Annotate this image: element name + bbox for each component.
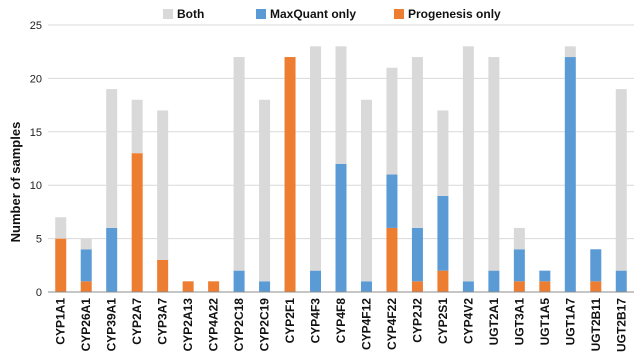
x-tick-label: UGT2B17	[614, 298, 628, 352]
x-tick-label: CYP4F12	[359, 298, 373, 350]
x-tick-label: UGT1A7	[563, 298, 577, 346]
bar-segment	[411, 227, 423, 282]
bar-segment	[411, 57, 423, 228]
bar-segment	[462, 46, 474, 282]
x-tick-label: CYP4F3	[309, 298, 323, 344]
x-tick-label: CYP26A1	[79, 298, 93, 352]
legend-swatch	[394, 9, 404, 19]
bar-segment	[182, 281, 194, 292]
bar-segment	[437, 270, 449, 292]
bar-segment	[488, 57, 500, 271]
bar-segment	[208, 281, 220, 292]
bar-segment	[539, 281, 551, 292]
bar-segment	[259, 99, 271, 282]
bar-segment	[488, 270, 500, 292]
bar-segment	[360, 281, 372, 292]
bar-segment	[80, 249, 92, 282]
bar-segment	[590, 281, 602, 292]
x-tick-label: UGT2B11	[589, 298, 603, 352]
x-tick-label: CYP3A7	[156, 298, 170, 345]
bar-segment	[157, 259, 169, 292]
y-axis-title: Number of samples	[8, 122, 23, 243]
bar-segment	[335, 163, 347, 292]
x-tick-label: CYP39A1	[105, 298, 119, 352]
x-tick-label: CYP4A22	[207, 298, 221, 352]
x-tick-label: CYP2S1	[436, 298, 450, 344]
bar-segment	[106, 89, 118, 228]
y-tick-label: 10	[30, 180, 42, 192]
y-tick-label: 15	[30, 127, 42, 139]
x-tick-label: CYP1A1	[54, 298, 68, 345]
x-tick-label: CYP2A13	[181, 298, 195, 352]
bar-segment	[259, 281, 271, 292]
legend-swatch	[163, 9, 173, 19]
bar-segment	[513, 281, 525, 292]
bar-segment	[310, 46, 322, 271]
x-tick-label: UGT3A1	[512, 298, 526, 346]
bar-segment	[539, 270, 551, 282]
axes: 0 5 10 15 20 25 CYP1A1 CYP26A1 CYP39A1 CYP2A7 CYP3…	[30, 20, 634, 352]
x-tick-label: CYP2C18	[232, 298, 246, 352]
bar-segment	[386, 227, 398, 292]
legend: Both MaxQuant only Progenesis only	[163, 7, 501, 21]
bar-segment	[284, 57, 296, 292]
bar-segment	[437, 195, 449, 271]
bar-segment	[335, 46, 347, 164]
bar-segment	[233, 270, 245, 292]
x-tick-label: UGT2A1	[487, 298, 501, 346]
y-tick-label: 5	[36, 234, 42, 246]
y-tick-label: 0	[36, 287, 42, 299]
legend-label: MaxQuant only	[270, 7, 356, 21]
bar-segment	[131, 153, 143, 292]
bar-segment	[360, 99, 372, 282]
bar-segment	[80, 238, 92, 250]
bar-segment	[131, 99, 143, 154]
bar-segment	[55, 238, 67, 292]
bar-segment	[80, 281, 92, 292]
x-tick-label: CYP2A7	[130, 298, 144, 345]
bar-segment	[411, 281, 423, 292]
bar-segment	[615, 270, 627, 292]
bar-segment	[513, 227, 525, 250]
x-tick-label: CYP4F22	[385, 298, 399, 350]
bar-segment	[310, 270, 322, 292]
bar-segment	[615, 89, 627, 271]
legend-label: Progenesis only	[408, 7, 501, 21]
bar-segment	[233, 57, 245, 271]
bars	[55, 46, 627, 292]
bar-segment	[106, 227, 118, 292]
bar-segment	[462, 281, 474, 292]
bar-segment	[386, 174, 398, 228]
x-tick-label: CYP2J2	[410, 298, 424, 343]
bar-segment	[157, 110, 169, 260]
bar-segment	[590, 249, 602, 282]
bar-segment	[564, 46, 576, 58]
x-tick-label: UGT1A5	[538, 298, 552, 346]
bar-segment	[564, 57, 576, 292]
bar-segment	[386, 67, 398, 175]
x-tick-label: CYP2F1	[283, 298, 297, 344]
y-tick-label: 25	[30, 20, 42, 32]
x-tick-label: CYP4V2	[461, 298, 475, 344]
x-tick-label: CYP4F8	[334, 298, 348, 344]
bar-segment	[55, 217, 67, 239]
legend-swatch	[256, 9, 266, 19]
bar-segment	[437, 110, 449, 196]
x-tick-label: CYP2C19	[258, 298, 272, 352]
y-tick-label: 20	[30, 73, 42, 85]
bar-segment	[513, 249, 525, 282]
legend-label: Both	[177, 7, 204, 21]
